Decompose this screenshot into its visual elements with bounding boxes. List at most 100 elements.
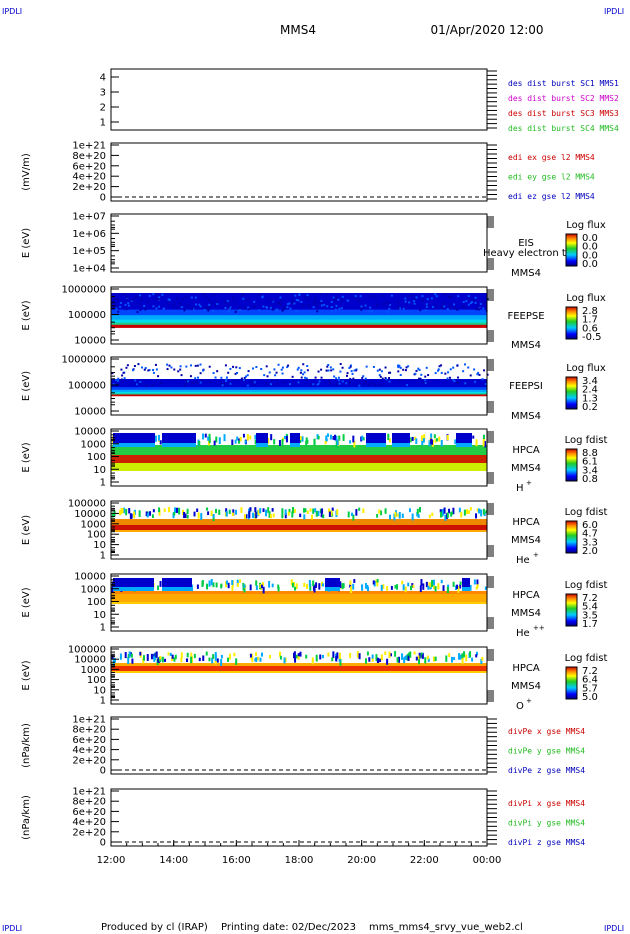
spectro-pixel <box>326 305 329 308</box>
spectro-block <box>113 578 154 587</box>
spectro-pixel <box>380 654 383 661</box>
spectro-block <box>392 433 410 443</box>
spectro-pixel <box>420 435 423 442</box>
spectro-pixel <box>239 307 242 310</box>
spectro-pixel <box>248 510 251 518</box>
spectro-pixel <box>227 371 230 374</box>
spectro-pixel <box>152 369 155 372</box>
spectro-pixel <box>437 369 440 372</box>
spectro-pixel <box>238 367 241 370</box>
colorbar-tick-label: 1.7 <box>582 619 598 630</box>
spectro-pixel <box>408 508 411 513</box>
spectro-pixel <box>333 434 336 441</box>
spectro-block <box>462 587 470 591</box>
spectro-pixel <box>428 440 431 447</box>
spectro-pixel <box>269 513 272 519</box>
spectro-pixel <box>418 368 421 371</box>
y-axis-label: E (eV) <box>21 442 32 472</box>
spectro-pixel <box>145 511 148 517</box>
spectro-pixel <box>180 305 183 308</box>
spectro-pixel <box>352 435 355 443</box>
spectro-pixel <box>379 375 382 378</box>
ion-label: H <box>516 483 524 494</box>
spectro-pixel <box>124 652 127 659</box>
spectro-pixel <box>417 367 420 370</box>
spectro-pixel <box>388 377 391 380</box>
colorbar-tick-label: 7.2 <box>582 593 598 604</box>
spectro-pixel <box>336 439 339 446</box>
spectro-pixel <box>459 581 462 585</box>
spectro-pixel <box>308 579 311 587</box>
spectro-pixel <box>208 433 211 439</box>
spectro-pixel <box>206 583 209 590</box>
spectro-pixel <box>439 511 442 518</box>
spectro-pixel <box>180 652 183 659</box>
spectro-pixel <box>465 383 468 386</box>
spectro-pixel <box>295 298 298 301</box>
spectro-pixel <box>194 296 197 299</box>
corner-mark-top-left: IPDLI <box>2 7 22 16</box>
spectro-pixel <box>253 300 256 303</box>
spectro-pixel <box>225 379 228 382</box>
spectro-pixel <box>474 380 477 383</box>
spectro-pixel <box>404 656 407 660</box>
panel-frame <box>110 646 488 705</box>
y-tick-label: 0 <box>100 193 106 204</box>
spectro-pixel <box>335 383 338 386</box>
panels: 4 3 2 1 des dist burst SC1 MMS1 des dist burs… <box>21 68 619 849</box>
y-tick-label: 2e+20 <box>72 182 106 193</box>
spectro-pixel <box>211 657 214 664</box>
spectro-pixel <box>365 380 368 383</box>
spectro-pixel <box>216 658 219 663</box>
spectro-pixel <box>227 657 230 662</box>
spectro-pixel <box>330 510 333 516</box>
spectro-pixel <box>305 378 308 381</box>
spectro-pixel <box>349 652 352 659</box>
x-tick-label: 18:00 <box>285 855 314 866</box>
spectro-pixel <box>199 305 202 308</box>
spectro-pixel <box>435 438 438 442</box>
y-tick-label: 0 <box>100 838 106 849</box>
spectro-pixel <box>372 365 375 368</box>
spectro-pixel <box>413 297 416 300</box>
spectro-band <box>111 394 487 397</box>
spectro-pixel <box>469 584 472 591</box>
spectro-pixel <box>251 381 254 384</box>
spectro-pixel <box>349 365 352 368</box>
spectro-pixel <box>123 507 126 514</box>
spectro-pixel <box>220 584 223 589</box>
colorbar <box>565 376 578 410</box>
spectro-pixel <box>473 299 476 302</box>
species-label: MMS4 <box>511 681 541 692</box>
spectro-pixel <box>366 584 369 590</box>
spectro-pixel <box>200 513 203 520</box>
spectro-pixel <box>286 366 289 369</box>
colorbar <box>565 306 578 340</box>
spectro-pixel <box>389 653 392 657</box>
spectro-pixel <box>346 299 349 302</box>
spectro-pixel <box>472 435 475 439</box>
spectro-pixel <box>226 300 229 303</box>
ion-label: O <box>516 701 524 712</box>
spectro-pixel <box>120 378 123 381</box>
spectro-pixel <box>199 363 202 366</box>
spectro-pixel <box>189 375 192 378</box>
spectro-pixel <box>164 658 167 662</box>
y-tick-label: 1000000 <box>61 355 106 366</box>
spectro-pixel <box>365 365 368 368</box>
spectro-pixel <box>396 584 399 590</box>
colorbar-tick-label: 3.5 <box>582 610 598 621</box>
spectro-pixel <box>358 653 361 660</box>
spectro-pixel <box>337 376 340 379</box>
spectro-pixel <box>292 299 295 302</box>
spectro-pixel <box>350 512 353 516</box>
spectro-pixel <box>342 583 345 588</box>
colorbar-tick-label: 0.8 <box>582 474 598 485</box>
spectro-pixel <box>397 370 400 373</box>
spectro-pixel <box>397 301 400 304</box>
spectro-pixel <box>186 508 189 515</box>
spectro-pixel <box>425 305 428 308</box>
panel-frame <box>110 428 488 487</box>
spectro-pixel <box>242 293 245 296</box>
spectro-pixel <box>151 514 154 518</box>
